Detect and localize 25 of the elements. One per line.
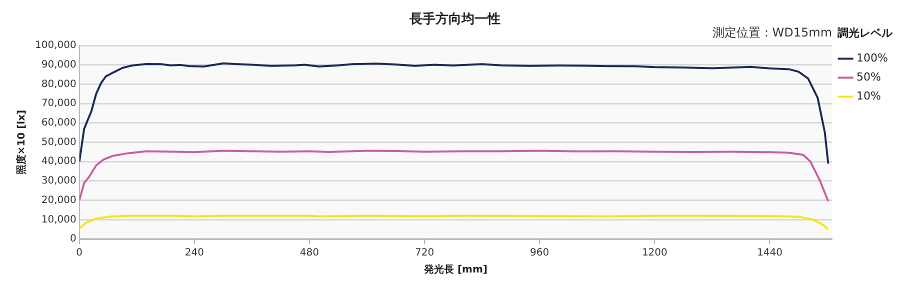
legend-label: 10% [856, 90, 882, 103]
legend-label: 100% [856, 52, 888, 65]
y-tick-label: 60,000 [41, 118, 76, 129]
legend-title: 調光レベル [838, 26, 894, 40]
legend-label: 50% [856, 70, 882, 84]
y-tick-label: 20,000 [41, 194, 76, 206]
text: 測定位置：WD15mm [712, 26, 832, 40]
y-tick-label: 90,000 [41, 60, 76, 71]
x-tick-label: 240 [184, 248, 204, 259]
chart-title: 長手方向均一性 [408, 11, 500, 28]
x-tick-label: 1440 [757, 248, 782, 259]
y-tick-label: 70,000 [41, 98, 76, 110]
y-tick-label: 50,000 [41, 136, 76, 148]
y-axis-title: 照度×10 [lx] [16, 110, 28, 175]
x-tick-label: 1200 [642, 248, 668, 259]
x-tick-label: 480 [300, 248, 320, 259]
x-tick-label: 720 [414, 248, 434, 259]
x-tick-label: 960 [530, 248, 550, 259]
y-tick-label: 10,000 [41, 214, 76, 226]
y-tick-label: 30,000 [41, 176, 76, 187]
y-tick-label: 100,000 [34, 40, 76, 52]
y-tick-label: 40,000 [41, 156, 76, 168]
y-tick-label: 0 [70, 234, 76, 245]
x-axis-title: 発光長 [mm] [422, 264, 488, 276]
y-tick-label: 80,000 [41, 78, 76, 90]
